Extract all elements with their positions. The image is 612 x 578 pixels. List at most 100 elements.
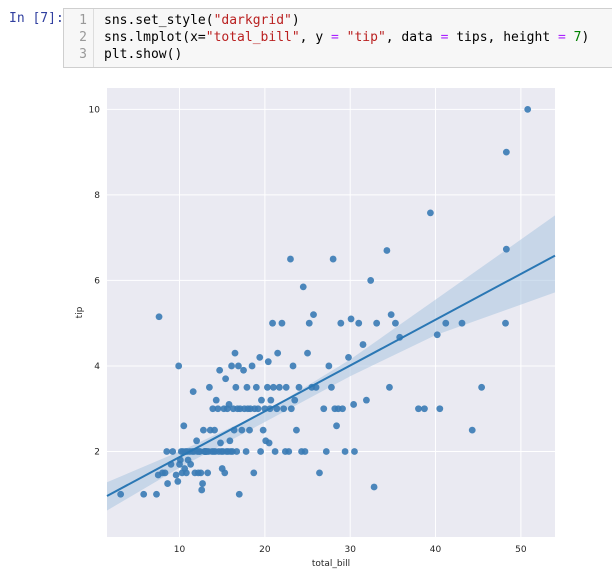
regression-line (106, 254, 556, 497)
data-point (193, 437, 201, 445)
code-token: sns.lmplot(x= (104, 30, 206, 45)
data-point (258, 396, 265, 404)
data-point (217, 448, 225, 455)
data-point (275, 383, 283, 391)
data-point (195, 448, 203, 455)
data-point (478, 383, 486, 391)
data-point (339, 405, 346, 413)
data-point (267, 396, 275, 404)
data-point (221, 469, 229, 477)
data-point (333, 422, 340, 430)
y-tick-label: 4 (94, 362, 100, 372)
data-point (312, 383, 320, 391)
data-point (351, 448, 358, 455)
data-point (293, 426, 300, 434)
data-point (164, 480, 171, 487)
data-point (206, 383, 213, 391)
line-number: 2 (79, 30, 87, 45)
data-point (251, 405, 259, 413)
data-point (301, 448, 309, 455)
data-point (159, 469, 166, 477)
data-point (246, 426, 253, 434)
data-point (180, 422, 188, 430)
code-string: "total_bill" (205, 30, 300, 45)
data-point (190, 448, 198, 455)
data-point (289, 362, 297, 370)
data-point (291, 396, 299, 404)
data-point (329, 255, 337, 263)
data-point (229, 405, 237, 413)
plot-area (107, 88, 555, 537)
data-point (273, 405, 281, 413)
data-point (278, 319, 286, 327)
data-point (235, 490, 243, 498)
data-point (182, 448, 189, 455)
line-number: 1 (79, 13, 87, 28)
data-point (310, 311, 317, 319)
code-cell-input[interactable]: 1 2 3 sns.set_style("darkgrid") sns.lmpl… (63, 8, 612, 68)
data-point (363, 396, 370, 404)
data-point (295, 383, 303, 391)
code-string: "tip" (346, 30, 386, 45)
x-axis-label: total_bill (312, 559, 350, 569)
line-number: 3 (79, 47, 87, 62)
data-point (373, 319, 381, 327)
data-point (178, 469, 186, 477)
code-token (339, 30, 347, 45)
data-point (230, 426, 238, 434)
code-token: , data (385, 30, 441, 45)
code-line-1[interactable]: sns.set_style("darkgrid") (104, 13, 300, 28)
data-point (266, 405, 274, 413)
data-point (265, 439, 273, 447)
code-string: "darkgrid" (213, 13, 292, 28)
code-token (566, 30, 574, 45)
data-point (204, 469, 212, 477)
data-point (181, 465, 189, 472)
code-line-2[interactable]: sns.lmplot(x="total_bill", y = "tip", da… (104, 30, 589, 45)
data-point (176, 460, 183, 468)
data-point (246, 405, 254, 413)
data-point (355, 319, 363, 327)
data-point (227, 448, 235, 455)
y-tick-label: 8 (94, 191, 100, 201)
code-token: tips, height (448, 30, 558, 45)
data-point (216, 366, 224, 374)
data-point (201, 448, 209, 455)
data-point (458, 319, 466, 327)
data-point (256, 354, 264, 361)
code-operator: = (330, 30, 339, 45)
data-point (250, 469, 258, 477)
data-point (182, 469, 190, 477)
data-point (242, 448, 250, 455)
data-point (154, 471, 162, 479)
data-point (236, 405, 244, 413)
y-axis-label: tip (75, 306, 85, 318)
data-point (197, 469, 205, 477)
data-point (177, 448, 185, 455)
data-point (524, 105, 532, 113)
data-point (203, 448, 211, 455)
data-point (206, 426, 214, 434)
data-point (224, 448, 232, 455)
data-point (280, 405, 288, 413)
code-operator: = (440, 30, 449, 45)
data-point (383, 247, 391, 254)
data-point (187, 460, 195, 468)
data-point (271, 448, 279, 455)
code-line-3[interactable]: plt.show() (104, 47, 183, 62)
data-point (232, 383, 240, 391)
data-point (235, 362, 242, 370)
data-point (367, 277, 375, 284)
data-point (252, 383, 260, 391)
data-point (238, 426, 246, 434)
data-point (222, 375, 230, 383)
data-point (194, 469, 202, 477)
data-point (175, 362, 183, 370)
data-point (325, 362, 333, 370)
data-point (201, 448, 209, 455)
data-point (285, 448, 293, 455)
data-point (167, 460, 175, 468)
data-point (186, 448, 194, 455)
data-point (269, 319, 276, 327)
data-point (199, 480, 206, 487)
